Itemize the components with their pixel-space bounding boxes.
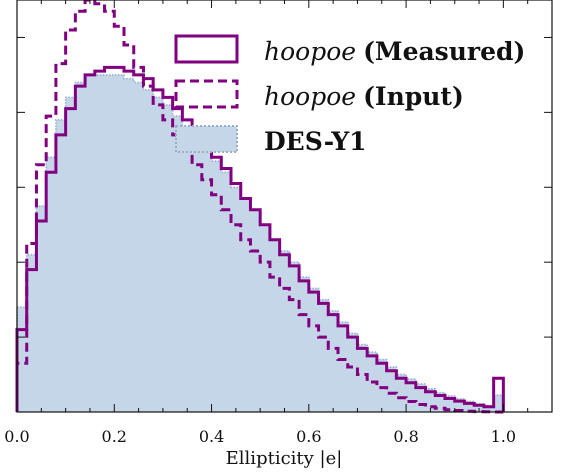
legend-swatch-des-y1: [175, 125, 238, 153]
legend-swatch-input: [174, 79, 239, 109]
x-tick-label: 0.8: [393, 427, 418, 446]
legend-swatch-measured: [174, 34, 239, 64]
legend-label-des-y1: DES-Y1: [264, 127, 367, 156]
x-tick-label: 1.0: [491, 427, 516, 446]
x-tick-labels: 0.0 0.2 0.4 0.6 0.8 1.0: [4, 427, 516, 446]
legend: hoopoe (Measured) hoopoe (Input) DES-Y1: [174, 34, 525, 156]
legend-label-input: hoopoe (Input): [264, 82, 464, 111]
legend-suffix-input: (Input): [363, 82, 464, 111]
x-tick-label: 0.0: [4, 427, 29, 446]
axis-ticks: [16, 0, 553, 412]
legend-name-input: hoopoe: [264, 82, 356, 111]
des-y1-edge: [16, 74, 505, 412]
legend-name-measured: hoopoe: [264, 37, 356, 66]
x-tick-label: 0.6: [296, 427, 321, 446]
series-des-y1: [16, 74, 505, 412]
hoopoe-measured-step-line: [15, 65, 505, 412]
legend-suffix-measured: (Measured): [363, 37, 525, 66]
series-hoopoe-measured: [15, 65, 505, 412]
series-hoopoe-input: [15, 0, 504, 414]
x-tick-label: 0.2: [102, 427, 127, 446]
des-y1-fill: [17, 74, 504, 412]
hoopoe-input-step-line: [15, 0, 504, 414]
legend-label-measured: hoopoe (Measured): [264, 37, 525, 66]
x-tick-label: 0.4: [199, 427, 224, 446]
x-axis-label: Ellipticity |e|: [226, 448, 343, 469]
